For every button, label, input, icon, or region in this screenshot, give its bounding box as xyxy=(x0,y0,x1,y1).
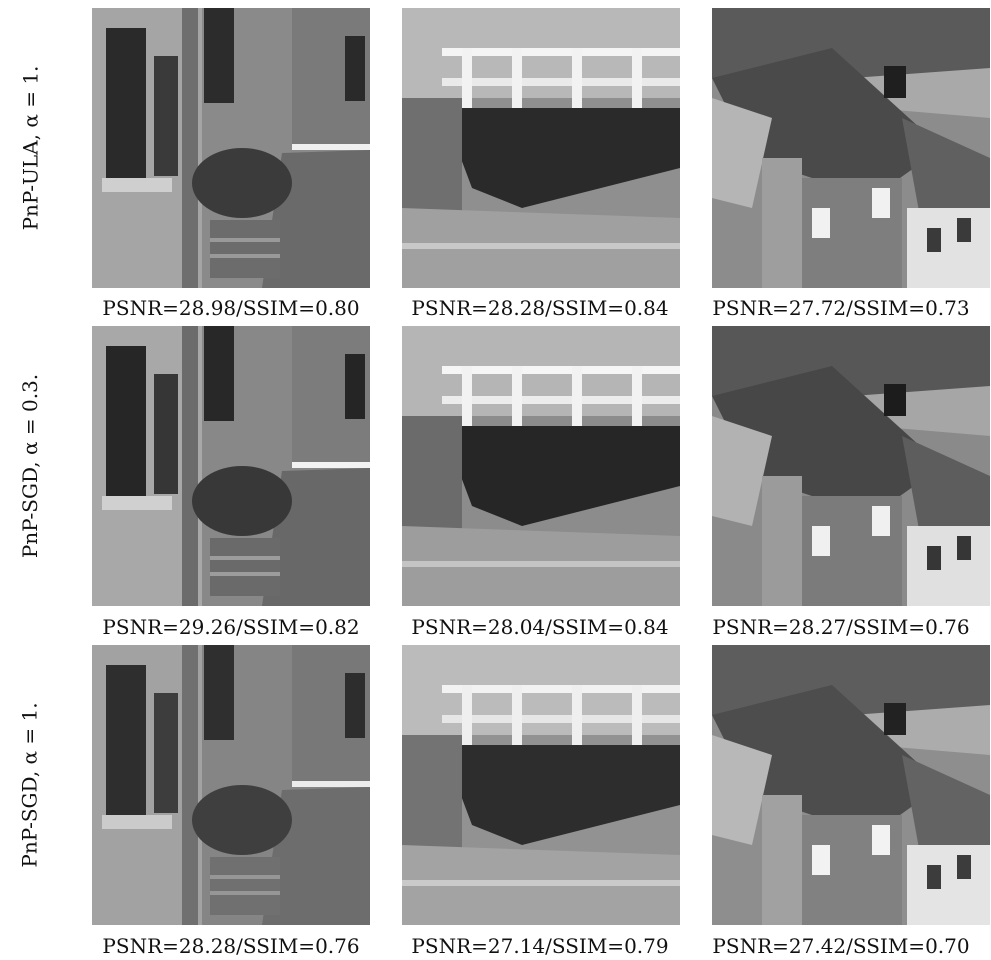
image-bridge-row2 xyxy=(402,326,680,606)
row-label-1: PnP-ULA, α = 1. xyxy=(0,8,60,288)
row-label-2: PnP-SGD, α = 0.3. xyxy=(0,326,60,606)
caption-r3-c3: PSNR=27.42/SSIM=0.70 xyxy=(691,932,991,960)
image-rooftops-row3 xyxy=(712,645,990,925)
row-label-3: PnP-SGD, α = 1. xyxy=(0,645,60,925)
caption-r1-c1: PSNR=28.98/SSIM=0.80 xyxy=(81,294,381,322)
image-rooftops-row2 xyxy=(712,326,990,606)
caption-r2-c3: PSNR=28.27/SSIM=0.76 xyxy=(691,613,991,641)
image-street-row3 xyxy=(92,645,370,925)
image-rooftops-row1 xyxy=(712,8,990,288)
image-bridge-row3 xyxy=(402,645,680,925)
caption-r3-c1: PSNR=28.28/SSIM=0.76 xyxy=(81,932,381,960)
image-street-row1 xyxy=(92,8,370,288)
image-bridge-row1 xyxy=(402,8,680,288)
caption-r2-c2: PSNR=28.04/SSIM=0.84 xyxy=(390,613,690,641)
caption-r1-c2: PSNR=28.28/SSIM=0.84 xyxy=(390,294,690,322)
caption-r3-c2: PSNR=27.14/SSIM=0.79 xyxy=(390,932,690,960)
image-street-row2 xyxy=(92,326,370,606)
caption-r2-c1: PSNR=29.26/SSIM=0.82 xyxy=(81,613,381,641)
caption-r1-c3: PSNR=27.72/SSIM=0.73 xyxy=(691,294,991,322)
